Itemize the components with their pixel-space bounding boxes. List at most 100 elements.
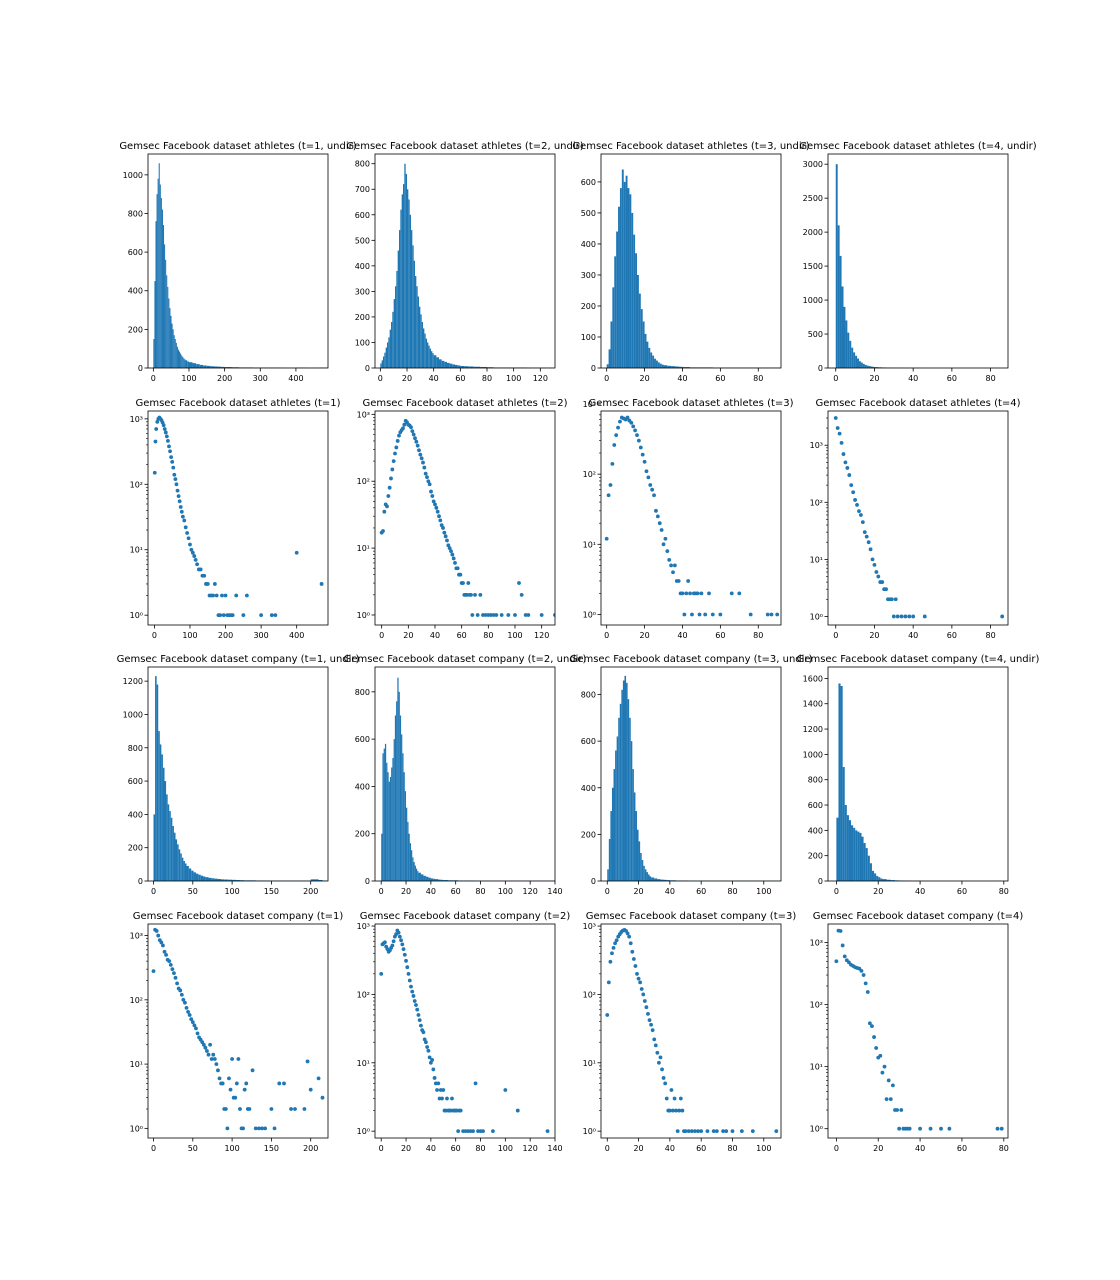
point <box>415 443 420 448</box>
bar <box>156 684 159 881</box>
x-tick-label: 80 <box>753 374 763 383</box>
bar <box>169 811 171 881</box>
point <box>515 1108 520 1113</box>
bar <box>432 353 434 368</box>
point <box>221 613 226 618</box>
bar <box>866 365 869 368</box>
point <box>605 1013 610 1017</box>
bar <box>153 339 155 368</box>
bar <box>178 849 181 881</box>
y-tick-label: 10² <box>583 470 596 479</box>
bar <box>637 274 639 368</box>
bar <box>195 873 199 881</box>
point <box>411 994 416 998</box>
point <box>667 1108 672 1113</box>
point <box>874 1046 879 1050</box>
x-tick-label: 0 <box>378 374 383 383</box>
bar <box>678 366 683 368</box>
point <box>250 1068 255 1073</box>
point <box>241 1126 246 1131</box>
bar <box>224 367 232 368</box>
x-tick-label: 80 <box>985 374 995 383</box>
point <box>397 934 402 939</box>
bar <box>876 875 879 881</box>
point <box>205 1049 209 1053</box>
y-tick-label: 1000 <box>803 296 823 305</box>
subplot-title: Gemsec Facebook dataset athletes (t=1, u… <box>119 141 356 152</box>
bar <box>412 245 414 368</box>
point <box>494 613 499 617</box>
x-tick-label: 20 <box>401 1144 411 1153</box>
x-tick-label: 120 <box>534 631 549 640</box>
point <box>212 582 217 586</box>
point <box>395 439 400 443</box>
point <box>209 1057 214 1061</box>
y-tick-label: 10¹ <box>357 544 370 553</box>
bar <box>408 833 410 881</box>
point <box>638 445 643 450</box>
bar <box>625 175 628 368</box>
point <box>625 931 630 936</box>
bar <box>863 843 866 881</box>
point <box>189 1017 194 1022</box>
point <box>203 1045 208 1050</box>
x-tick-label: 200 <box>303 1144 318 1153</box>
y-tick-label: 100 <box>355 338 370 347</box>
point <box>652 493 656 498</box>
point <box>194 1026 198 1031</box>
x-tick-label: 100 <box>224 887 239 896</box>
bar <box>388 337 390 368</box>
point <box>710 612 715 617</box>
data-marks <box>836 683 1006 881</box>
point <box>705 1129 710 1134</box>
bar <box>646 872 648 881</box>
y-tick-label: 100 <box>581 333 596 342</box>
point <box>625 415 630 420</box>
point <box>870 1024 874 1029</box>
point <box>654 508 658 513</box>
point <box>417 1018 422 1023</box>
data-marks <box>379 928 550 1134</box>
point <box>646 1011 650 1016</box>
bar <box>193 872 196 881</box>
point <box>425 1045 430 1049</box>
bar <box>188 362 193 368</box>
point <box>859 513 863 517</box>
y-tick-label: 10⁰ <box>357 1127 370 1136</box>
bar <box>630 741 633 881</box>
bar <box>173 335 175 368</box>
axes-frame <box>827 666 1009 882</box>
point <box>198 567 203 572</box>
bar <box>423 328 425 368</box>
point <box>394 445 399 450</box>
bar <box>631 212 634 368</box>
point <box>604 536 609 541</box>
point <box>633 428 638 433</box>
bar <box>399 230 401 368</box>
x-tick-label: 0 <box>379 887 384 896</box>
y-tick-label: 10⁰ <box>583 610 596 619</box>
bar <box>624 675 627 881</box>
point <box>835 426 840 430</box>
x-tick-label: 80 <box>727 1144 737 1153</box>
point <box>167 444 171 449</box>
point <box>874 570 879 574</box>
x-tick-label: 40 <box>915 887 925 896</box>
bar <box>608 349 611 368</box>
y-tick-label: 400 <box>355 262 370 271</box>
bar <box>383 748 385 881</box>
subplot-title: Gemsec Facebook dataset athletes (t=2) <box>362 398 567 409</box>
x-tick-label: 150 <box>264 1144 279 1153</box>
point <box>684 591 689 596</box>
bar <box>874 367 879 368</box>
x-tick-label: 20 <box>873 1144 883 1153</box>
bar <box>629 717 631 881</box>
point <box>769 612 774 617</box>
point <box>167 959 172 964</box>
point <box>220 593 224 598</box>
point <box>168 962 173 967</box>
y-tick-label: 0 <box>365 364 370 373</box>
bar <box>865 848 868 881</box>
point <box>699 591 704 596</box>
point <box>443 534 448 539</box>
